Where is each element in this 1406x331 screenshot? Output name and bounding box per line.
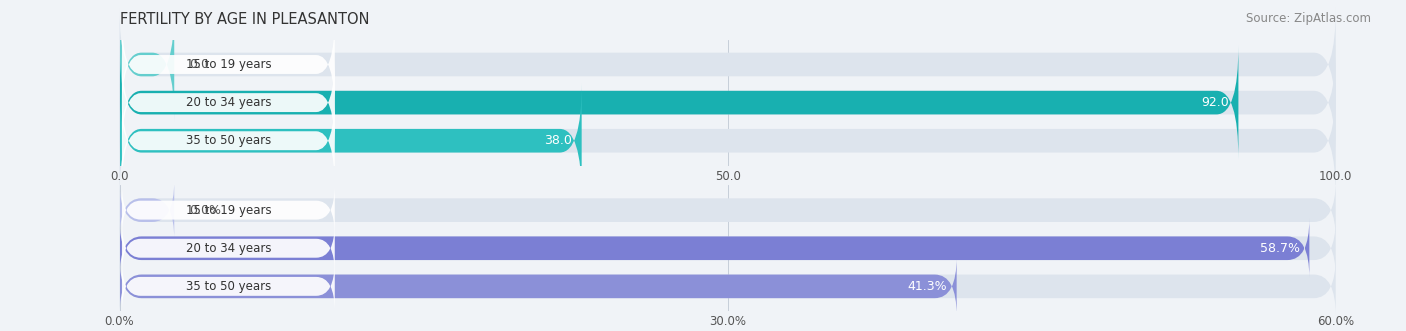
Text: 15 to 19 years: 15 to 19 years xyxy=(186,204,271,216)
FancyBboxPatch shape xyxy=(122,92,335,190)
FancyBboxPatch shape xyxy=(122,185,335,236)
Text: 0.0: 0.0 xyxy=(188,58,209,71)
FancyBboxPatch shape xyxy=(120,46,1336,160)
FancyBboxPatch shape xyxy=(120,181,1336,240)
FancyBboxPatch shape xyxy=(120,181,174,240)
FancyBboxPatch shape xyxy=(120,257,956,316)
FancyBboxPatch shape xyxy=(120,84,1336,198)
FancyBboxPatch shape xyxy=(122,16,335,113)
Text: FERTILITY BY AGE IN PLEASANTON: FERTILITY BY AGE IN PLEASANTON xyxy=(120,12,368,26)
Text: 38.0: 38.0 xyxy=(544,134,572,147)
FancyBboxPatch shape xyxy=(120,8,1336,121)
Text: 20 to 34 years: 20 to 34 years xyxy=(186,96,271,109)
Text: 92.0: 92.0 xyxy=(1201,96,1229,109)
FancyBboxPatch shape xyxy=(120,257,1336,316)
FancyBboxPatch shape xyxy=(120,46,1239,160)
FancyBboxPatch shape xyxy=(120,219,1336,278)
Text: 20 to 34 years: 20 to 34 years xyxy=(186,242,271,255)
Text: 58.7%: 58.7% xyxy=(1260,242,1299,255)
Text: 35 to 50 years: 35 to 50 years xyxy=(186,280,271,293)
Text: 41.3%: 41.3% xyxy=(907,280,946,293)
FancyBboxPatch shape xyxy=(122,223,335,274)
FancyBboxPatch shape xyxy=(122,261,335,312)
Text: 15 to 19 years: 15 to 19 years xyxy=(186,58,271,71)
FancyBboxPatch shape xyxy=(120,8,174,121)
FancyBboxPatch shape xyxy=(122,54,335,152)
Text: Source: ZipAtlas.com: Source: ZipAtlas.com xyxy=(1246,12,1371,24)
FancyBboxPatch shape xyxy=(120,84,582,198)
Text: 35 to 50 years: 35 to 50 years xyxy=(186,134,271,147)
FancyBboxPatch shape xyxy=(120,219,1309,278)
Text: 0.0%: 0.0% xyxy=(188,204,221,216)
